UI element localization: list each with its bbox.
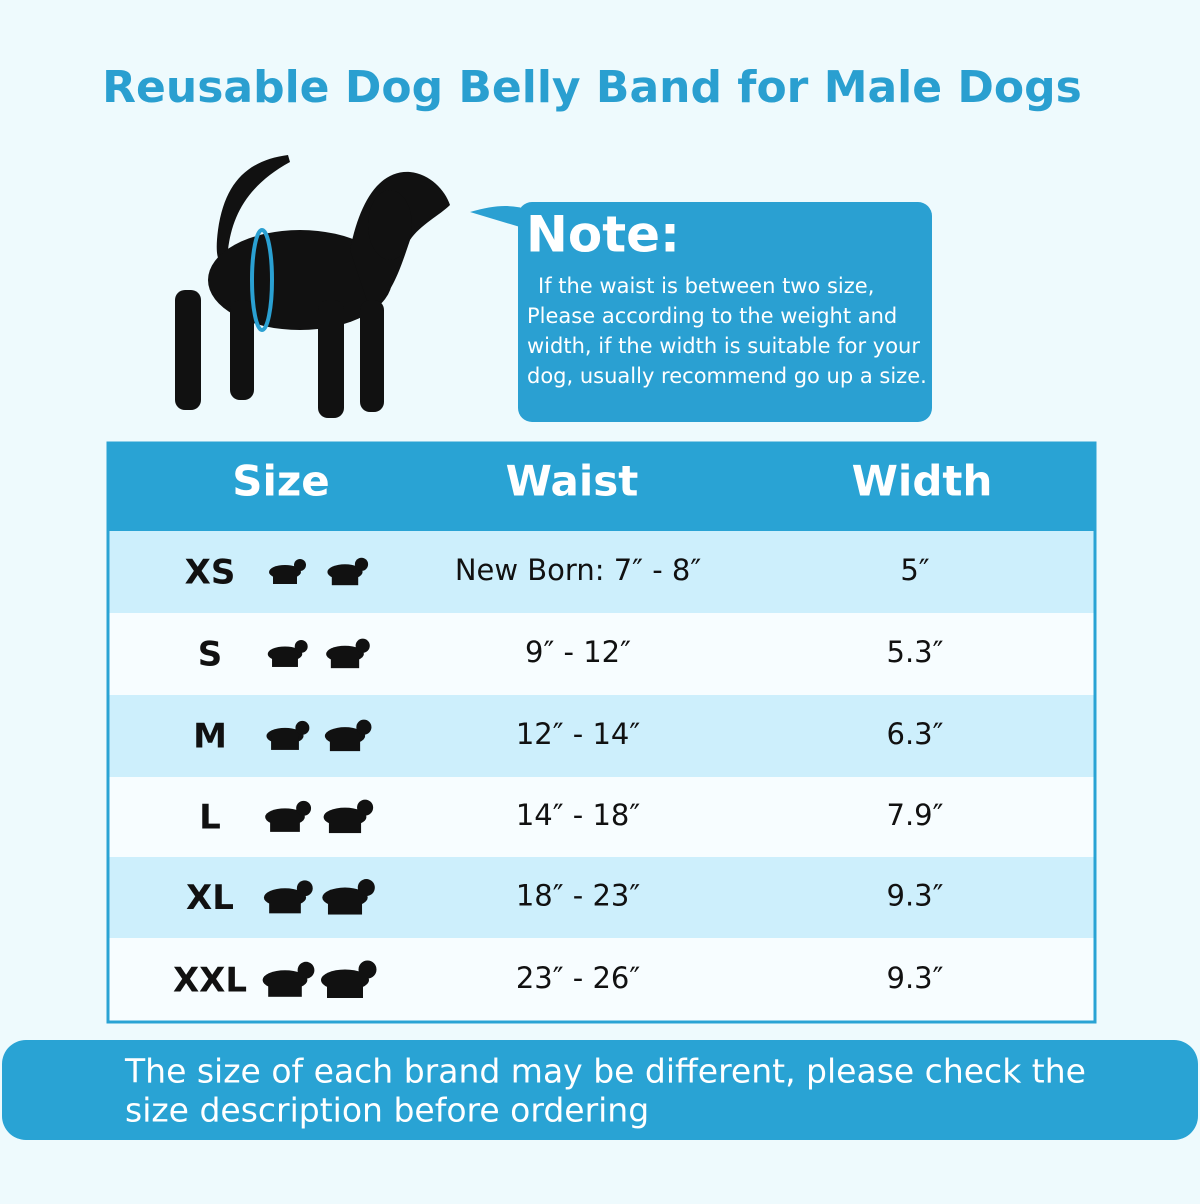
dog-icon-head bbox=[294, 559, 306, 571]
header-width: Width bbox=[852, 457, 993, 506]
width-cell: 6.3″ bbox=[887, 717, 944, 751]
size-cell: S bbox=[198, 635, 223, 675]
note-lines: If the waist is between two size, Please … bbox=[527, 274, 927, 388]
waist-cell: New Born: 7″ - 8″ bbox=[455, 553, 702, 587]
dog-icon-head bbox=[297, 961, 315, 979]
waist-cell: 12″ - 14″ bbox=[516, 717, 641, 751]
dog-illustration bbox=[175, 155, 450, 418]
dog-icon-head bbox=[357, 799, 374, 816]
dog-icon-head bbox=[354, 557, 369, 571]
size-cell: XXL bbox=[173, 961, 247, 1001]
header-size: Size bbox=[232, 457, 330, 506]
footer-line: The size of each brand may be different,… bbox=[124, 1052, 1086, 1091]
dog-icon-legs bbox=[330, 654, 360, 669]
dog-icon-head bbox=[356, 719, 372, 735]
dog-icon-head bbox=[295, 720, 310, 735]
waist-cell: 18″ - 23″ bbox=[516, 879, 641, 913]
title: Reusable Dog Belly Band for Male Dogs bbox=[102, 62, 1082, 113]
dog-icon-legs bbox=[327, 897, 363, 915]
width-cell: 5″ bbox=[900, 553, 929, 587]
dog-icon-legs bbox=[331, 572, 359, 586]
dog-icon-legs bbox=[327, 980, 363, 998]
width-cell: 9.3″ bbox=[887, 961, 944, 995]
dog-icon-legs bbox=[272, 654, 298, 667]
size-cell: M bbox=[193, 717, 227, 757]
header-waist: Waist bbox=[506, 457, 639, 506]
dog-icon-head bbox=[294, 639, 308, 653]
dog-icon-legs bbox=[269, 897, 301, 914]
dog-icon-head bbox=[296, 800, 312, 816]
dog-icon-legs bbox=[270, 817, 300, 832]
waist-cell: 23″ - 26″ bbox=[516, 961, 641, 995]
dog-icon-legs bbox=[273, 572, 297, 584]
width-cell: 9.3″ bbox=[887, 879, 944, 913]
dog-icon-legs bbox=[328, 817, 362, 834]
note-line: If the waist is between two size, bbox=[538, 274, 874, 298]
dog-icon-head bbox=[358, 960, 377, 979]
waist-cell: 9″ - 12″ bbox=[525, 635, 631, 669]
note-line: Please according to the weight and bbox=[527, 304, 897, 328]
table-border bbox=[106, 441, 1097, 1024]
size-cell: XL bbox=[186, 878, 234, 918]
footer-box bbox=[2, 1040, 1198, 1140]
dog-icon-head bbox=[357, 879, 375, 897]
note-box bbox=[518, 202, 932, 422]
dog-icon-legs bbox=[268, 980, 302, 997]
dog-icon-legs bbox=[329, 736, 361, 752]
size-cell: XS bbox=[185, 553, 236, 593]
dog-icon-head bbox=[296, 880, 313, 897]
table-header bbox=[108, 443, 1095, 531]
footer-line: size description before ordering bbox=[125, 1091, 649, 1130]
note-line: dog, usually recommend go up a size. bbox=[527, 364, 927, 388]
width-cell: 5.3″ bbox=[887, 635, 944, 669]
size-cell: L bbox=[199, 798, 221, 838]
dog-icon-legs bbox=[271, 736, 299, 750]
note-tail bbox=[470, 206, 530, 230]
dog-icon-head bbox=[355, 638, 370, 653]
note-line: width, if the width is suitable for your bbox=[527, 334, 920, 358]
width-cell: 7.9″ bbox=[887, 798, 944, 832]
waist-cell: 14″ - 18″ bbox=[516, 798, 641, 832]
table-body: XS New Born: 7″ - 8″ 5″ S 9″ - 12″ 5.3″ M 12″ -… bbox=[108, 531, 1095, 1022]
note-heading: Note: bbox=[526, 206, 680, 264]
